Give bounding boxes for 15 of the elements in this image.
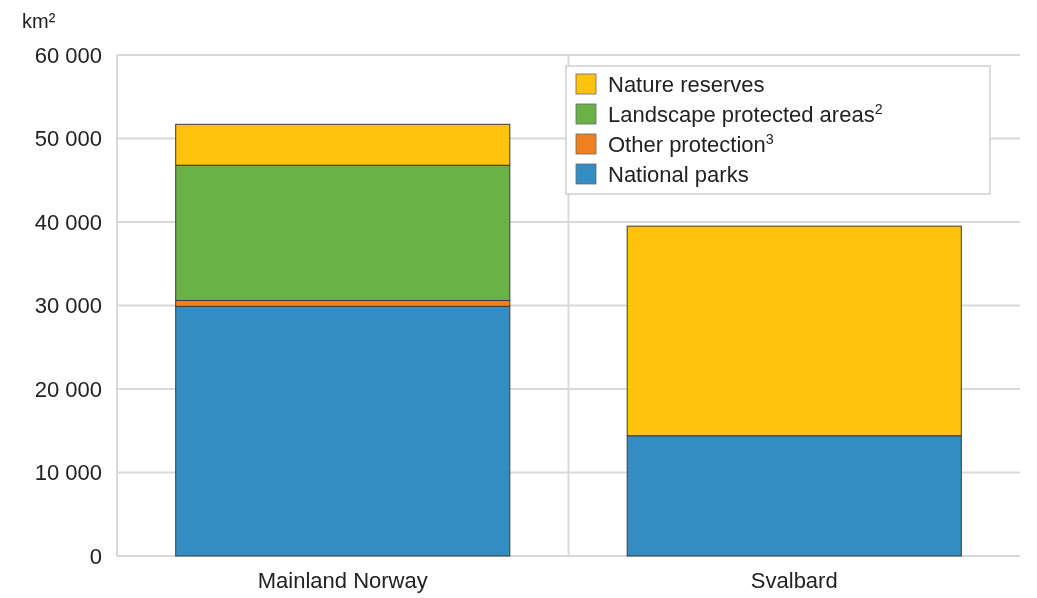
- y-axis-title: km²: [22, 10, 56, 32]
- legend-label: Other protection$^{3}$: [608, 130, 774, 157]
- legend-label: Landscape protected areas$^{2}$: [608, 100, 883, 127]
- x-tick-label: Mainland Norway: [257, 568, 428, 593]
- y-tick-label: 60 000: [34, 42, 102, 68]
- y-tick-label: 30 000: [34, 293, 102, 319]
- bar: [175, 305, 511, 557]
- y-tick-label: 50 000: [34, 126, 102, 152]
- y-tick-label: 10 000: [34, 460, 102, 486]
- x-tick-label: Svalbard: [750, 568, 838, 593]
- y-tick-label: 40 000: [34, 209, 102, 235]
- y-tick-label: 0: [89, 543, 102, 569]
- y-tick-label: 20 000: [34, 376, 102, 402]
- legend-label: National parks: [608, 161, 749, 187]
- legend-label: Nature reserves: [608, 71, 765, 97]
